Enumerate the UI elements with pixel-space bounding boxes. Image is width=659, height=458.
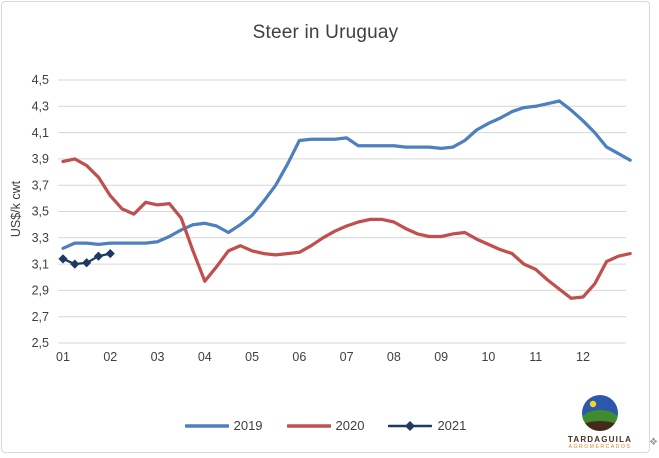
y-tick-label: 3,1 — [32, 257, 49, 271]
legend-label-2019: 2019 — [233, 418, 263, 433]
series-line-2019 — [61, 99, 632, 250]
y-tick-label: 3,5 — [32, 205, 49, 219]
legend-label-2020: 2020 — [335, 418, 365, 433]
y-tick-label: 3,3 — [32, 231, 49, 245]
x-tick-label: 04 — [198, 350, 212, 364]
legend: 2019 2020 2021 — [2, 418, 649, 433]
legend-line-2021-icon — [388, 420, 433, 431]
x-tick-label: 06 — [292, 350, 306, 364]
x-tick-label: 03 — [151, 350, 165, 364]
marker-diamond-2021 — [93, 251, 104, 261]
brand-logo: TARDAGUILA AGROMERCADOS — [557, 394, 643, 450]
y-tick-label: 4,1 — [32, 126, 49, 140]
y-tick-label: 3,9 — [32, 152, 49, 166]
x-tick-label: 11 — [529, 350, 542, 364]
y-tick-label: 2,9 — [32, 284, 49, 298]
x-tick-label: 10 — [481, 350, 495, 364]
marker-diamond-2021 — [82, 258, 92, 268]
logo-globe-icon — [582, 395, 618, 431]
clipped-edge-icon: ❖ — [649, 437, 658, 448]
legend-line-2020-icon — [286, 423, 331, 428]
y-tick-label: 4,3 — [32, 100, 49, 114]
legend-label-2021: 2021 — [437, 418, 467, 433]
legend-item-2019: 2019 — [184, 418, 263, 433]
series-line-2020 — [61, 157, 632, 300]
marker-diamond-2021 — [70, 259, 80, 269]
chart-frame: Steer in Uruguay US$/k cwt 4,5 4,3 4,1 3,9 3… — [1, 1, 650, 453]
chart-title: Steer in Uruguay — [252, 22, 399, 43]
plot-area: 4,5 4,3 4,1 3,9 3,7 3,5 3,3 3,1 2,9 2,7 2,5 01 02 03 0… — [32, 73, 632, 364]
x-tick-label: 05 — [245, 350, 259, 364]
marker-diamond-2021 — [105, 248, 115, 259]
x-tick-label: 07 — [340, 350, 354, 364]
legend-item-2021: 2021 — [388, 418, 466, 433]
x-tick-label: 12 — [576, 350, 590, 364]
x-tick-label: 08 — [387, 350, 401, 364]
y-tick-label: 3,7 — [32, 178, 49, 192]
x-tick-label: 01 — [56, 350, 70, 364]
logo-subtext: AGROMERCADOS — [568, 444, 632, 450]
marker-diamond-2021 — [58, 254, 68, 264]
x-tick-label: 02 — [103, 350, 117, 364]
logo-brand-text: TARDAGUILA — [567, 435, 633, 444]
y-tick-label: 4,5 — [32, 73, 49, 87]
legend-item-2020: 2020 — [286, 418, 365, 433]
legend-line-2019-icon — [184, 423, 229, 428]
y-tick-label: 2,7 — [32, 310, 49, 324]
x-tick-label: 09 — [434, 350, 448, 364]
y-tick-label: 2,5 — [32, 336, 49, 350]
